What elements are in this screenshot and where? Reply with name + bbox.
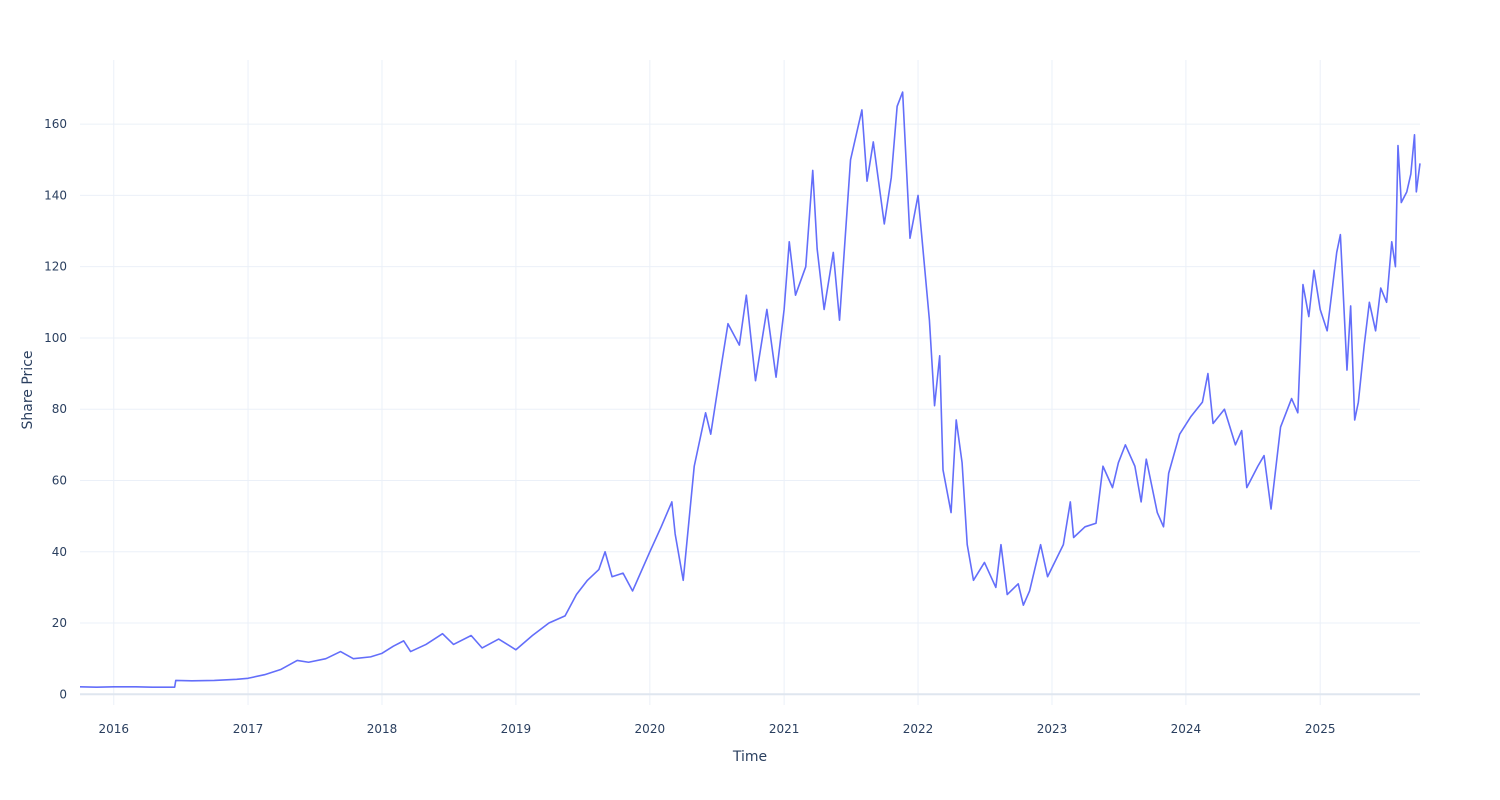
x-tick-labels: 2016 2017 2018 2019 2020 2021 2022 2023 2024 2025 — [98, 722, 1335, 736]
series-line-share-price — [79, 91, 1421, 688]
x-tick-label: 2023 — [1037, 722, 1068, 736]
x-tick-label: 2024 — [1171, 722, 1202, 736]
x-tick-label: 2019 — [501, 722, 532, 736]
x-axis-title: Time — [732, 749, 767, 765]
y-axis-title: Share Price — [20, 350, 36, 429]
y-tick-label: 160 — [44, 117, 67, 131]
y-tick-label: 60 — [52, 473, 67, 487]
x-tick-label: 2021 — [769, 722, 800, 736]
y-tick-label: 100 — [44, 331, 67, 345]
y-tick-label: 80 — [52, 402, 67, 416]
x-tick-label: 2018 — [367, 722, 398, 736]
y-tick-label: 20 — [52, 616, 67, 630]
x-tick-label: 2017 — [233, 722, 264, 736]
y-tick-label: 140 — [44, 188, 67, 202]
y-tick-label: 40 — [52, 545, 67, 559]
x-tick-label: 2022 — [903, 722, 934, 736]
y-tick-labels: 0 20 40 60 80 100 120 140 160 — [44, 117, 67, 701]
vertical-gridlines — [113, 60, 1321, 705]
horizontal-gridlines — [80, 123, 1420, 624]
y-tick-label: 120 — [44, 260, 67, 274]
x-tick-label: 2020 — [635, 722, 666, 736]
y-tick-label: 0 — [59, 687, 67, 701]
series-layer — [79, 91, 1421, 688]
x-tick-label: 2025 — [1305, 722, 1336, 736]
x-tick-label: 2016 — [98, 722, 129, 736]
